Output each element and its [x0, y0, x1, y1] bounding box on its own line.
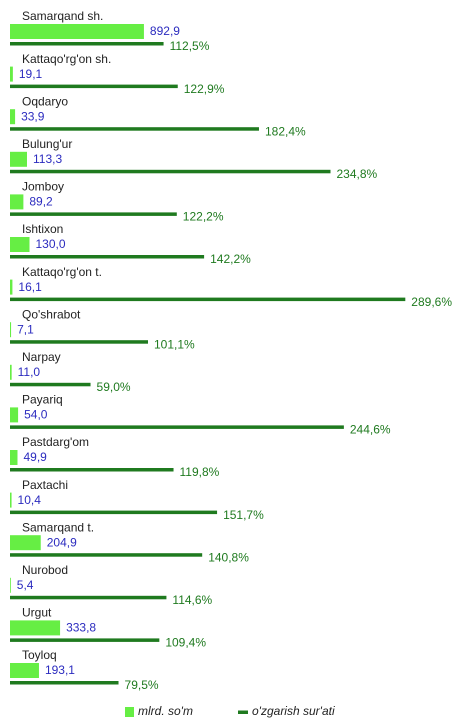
change-line: [10, 595, 167, 600]
value-label: 113,3: [33, 152, 62, 166]
value-label: 101,1%: [154, 337, 195, 351]
change-line: [10, 425, 344, 429]
bar: [10, 407, 19, 423]
bar: [10, 194, 24, 210]
category-label: Nurobod: [22, 563, 68, 577]
legend-label: o'zgarish sur'ati: [252, 704, 335, 718]
value-label: 109,4%: [165, 636, 206, 650]
value-label: 333,8: [66, 621, 96, 635]
category-label: Pastdarg'om: [22, 435, 89, 449]
change-line: [10, 468, 174, 472]
category-label: Urgut: [22, 606, 52, 620]
category-label: Qo'shrabot: [22, 307, 81, 321]
change-line: [10, 169, 331, 174]
change-line: [10, 42, 164, 46]
change-line: [10, 638, 160, 642]
bar: [10, 535, 41, 551]
bar: [10, 66, 13, 82]
value-label: 234,8%: [337, 167, 378, 181]
category-label: Narpay: [22, 350, 61, 364]
value-label: 122,9%: [184, 82, 225, 96]
value-label: 119,8%: [180, 465, 220, 479]
category-label: Jomboy: [22, 180, 64, 194]
value-label: 33,9: [21, 109, 45, 123]
value-label: 142,2%: [210, 252, 251, 266]
change-line: [10, 510, 218, 515]
category-label: Kattaqo'rg'on sh.: [22, 52, 111, 66]
category-label: Kattaqo'rg'on t.: [22, 265, 102, 279]
value-label: 892,9: [150, 24, 180, 38]
category-label: Toyloq: [22, 648, 57, 662]
category-label: Payariq: [22, 393, 63, 407]
change-line: [10, 553, 203, 557]
category-label: Bulung'ur: [22, 137, 72, 151]
category-label: Oqdaryo: [22, 94, 68, 108]
change-line: [10, 127, 259, 131]
value-label: 19,1: [19, 67, 43, 81]
category-label: Ishtixon: [22, 222, 63, 236]
value-label: 10,4: [18, 493, 42, 507]
category-label: Samarqand sh.: [22, 9, 103, 23]
bar: [10, 237, 30, 252]
bar: [10, 151, 27, 167]
value-label: 11,0: [18, 365, 41, 379]
value-label: 59,0%: [97, 380, 131, 394]
change-line: [10, 382, 91, 387]
change-line: [10, 255, 205, 259]
value-label: 16,1: [18, 280, 42, 294]
value-label: 89,2: [29, 195, 53, 209]
value-label: 49,9: [23, 450, 47, 464]
bar: [10, 620, 61, 636]
bar: [10, 109, 16, 125]
bar: [10, 663, 39, 678]
value-label: 182,4%: [265, 124, 306, 138]
bar: [10, 364, 12, 380]
value-label: 130,0: [36, 237, 66, 251]
value-label: 122,2%: [183, 210, 224, 224]
change-line: [10, 340, 149, 344]
bar: [10, 322, 12, 338]
value-label: 244,6%: [350, 423, 391, 437]
bar: [10, 279, 13, 295]
value-label: 79,5%: [125, 678, 159, 692]
value-label: 193,1: [45, 663, 75, 677]
legend-swatch: [238, 710, 248, 714]
value-label: 114,6%: [172, 593, 212, 607]
value-label: 140,8%: [208, 550, 249, 564]
bar: [10, 577, 11, 593]
legend-label: mlrd. so'm: [138, 704, 193, 718]
category-label: Samarqand t.: [22, 520, 94, 534]
value-label: 54,0: [24, 408, 48, 422]
legend-swatch: [125, 707, 134, 717]
value-label: 7,1: [17, 322, 34, 336]
bar: [10, 492, 12, 508]
value-label: 289,6%: [411, 295, 452, 309]
value-label: 204,9: [47, 535, 77, 549]
change-line: [10, 84, 178, 89]
value-label: 5,4: [17, 578, 34, 592]
value-label: 112,5%: [170, 39, 210, 53]
change-line: [10, 681, 119, 685]
bar: [10, 24, 144, 39]
change-line: [10, 212, 177, 216]
change-line: [10, 297, 406, 302]
category-label: Paxtachi: [22, 478, 68, 492]
value-label: 151,7%: [223, 508, 264, 522]
bar: [10, 450, 18, 465]
